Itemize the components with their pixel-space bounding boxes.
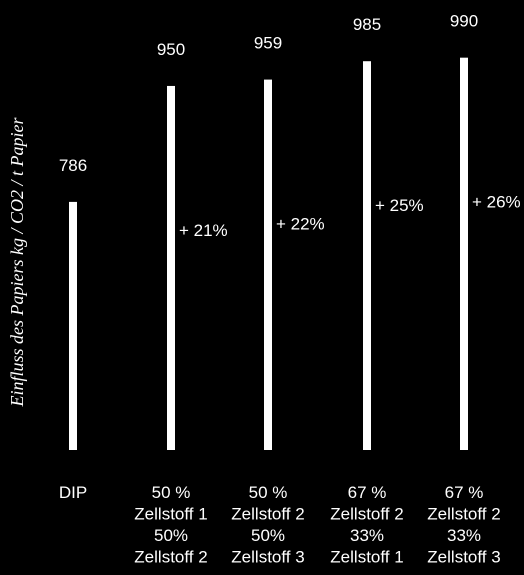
category-label-4-line-3: 33%	[350, 526, 384, 545]
category-label-5-line-4: Zellstoff 3	[427, 548, 500, 567]
category-label-3-line-2: Zellstoff 2	[231, 505, 304, 524]
category-label-3-line-1: 50 %	[249, 483, 288, 502]
category-label-4-line-2: Zellstoff 2	[330, 505, 403, 524]
category-label-2-line-1: 50 %	[152, 483, 191, 502]
category-label-1-line-1: DIP	[59, 483, 87, 502]
bar-3	[264, 79, 272, 450]
bar-4	[363, 61, 371, 450]
bar-2	[167, 85, 175, 450]
category-label-5-line-3: 33%	[447, 526, 481, 545]
value-label-4: 985	[353, 15, 381, 34]
category-label-5-line-1: 67 %	[445, 483, 484, 502]
bar-1	[69, 201, 77, 450]
category-label-2-line-2: Zellstoff 1	[134, 505, 207, 524]
change-label-5: + 26%	[472, 193, 521, 212]
category-label-4-line-1: 67 %	[348, 483, 387, 502]
change-label-4: + 25%	[375, 196, 424, 215]
value-label-1: 786	[59, 156, 87, 175]
value-label-2: 950	[157, 40, 185, 59]
category-label-3-line-4: Zellstoff 3	[231, 548, 304, 567]
bar-5	[460, 57, 468, 451]
category-label-5-line-2: Zellstoff 2	[427, 505, 500, 524]
category-label-4-line-4: Zellstoff 1	[330, 548, 403, 567]
value-label-3: 959	[254, 34, 282, 53]
change-label-3: + 22%	[276, 215, 325, 234]
value-label-5: 990	[450, 12, 478, 31]
category-label-2-line-3: 50%	[154, 526, 188, 545]
change-label-2: + 21%	[179, 221, 228, 240]
category-label-3-line-3: 50%	[251, 526, 285, 545]
y-axis-label: Einfluss des Papiers kg / CO2 / t Papier	[7, 117, 27, 408]
category-label-2-line-4: Zellstoff 2	[134, 548, 207, 567]
